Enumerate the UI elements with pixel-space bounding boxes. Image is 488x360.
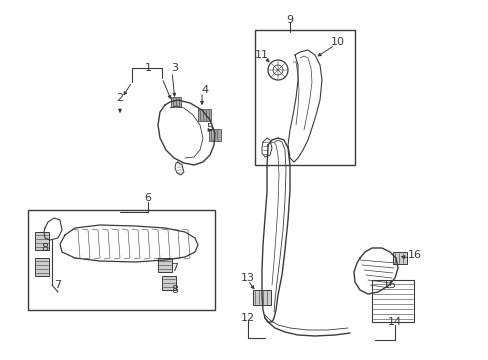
- Text: 7: 7: [171, 263, 178, 273]
- Polygon shape: [209, 130, 220, 140]
- Text: 7: 7: [54, 280, 61, 290]
- Bar: [35, 232, 49, 250]
- Text: 4: 4: [201, 85, 208, 95]
- Bar: [252, 290, 270, 305]
- Text: 15: 15: [382, 280, 396, 290]
- Bar: [371, 280, 413, 322]
- Text: 8: 8: [171, 285, 178, 295]
- Text: 10: 10: [330, 37, 345, 47]
- Polygon shape: [199, 110, 209, 120]
- Bar: [254, 30, 354, 165]
- Text: 8: 8: [41, 243, 48, 253]
- Text: 9: 9: [286, 15, 293, 25]
- Polygon shape: [172, 99, 181, 106]
- Text: 3: 3: [171, 63, 178, 73]
- Bar: [198, 109, 210, 121]
- Bar: [171, 97, 181, 107]
- Bar: [392, 252, 406, 264]
- Text: 1: 1: [144, 63, 151, 73]
- Text: 13: 13: [241, 273, 254, 283]
- Bar: [158, 258, 172, 272]
- Bar: [28, 210, 215, 310]
- Bar: [208, 129, 221, 141]
- Bar: [35, 258, 49, 276]
- Text: 5: 5: [206, 123, 213, 133]
- Text: 6: 6: [144, 193, 151, 203]
- Text: 12: 12: [241, 313, 255, 323]
- Bar: [162, 276, 176, 290]
- Text: 14: 14: [387, 317, 401, 327]
- Text: 2: 2: [116, 93, 123, 103]
- Text: 16: 16: [407, 250, 421, 260]
- Text: 11: 11: [254, 50, 268, 60]
